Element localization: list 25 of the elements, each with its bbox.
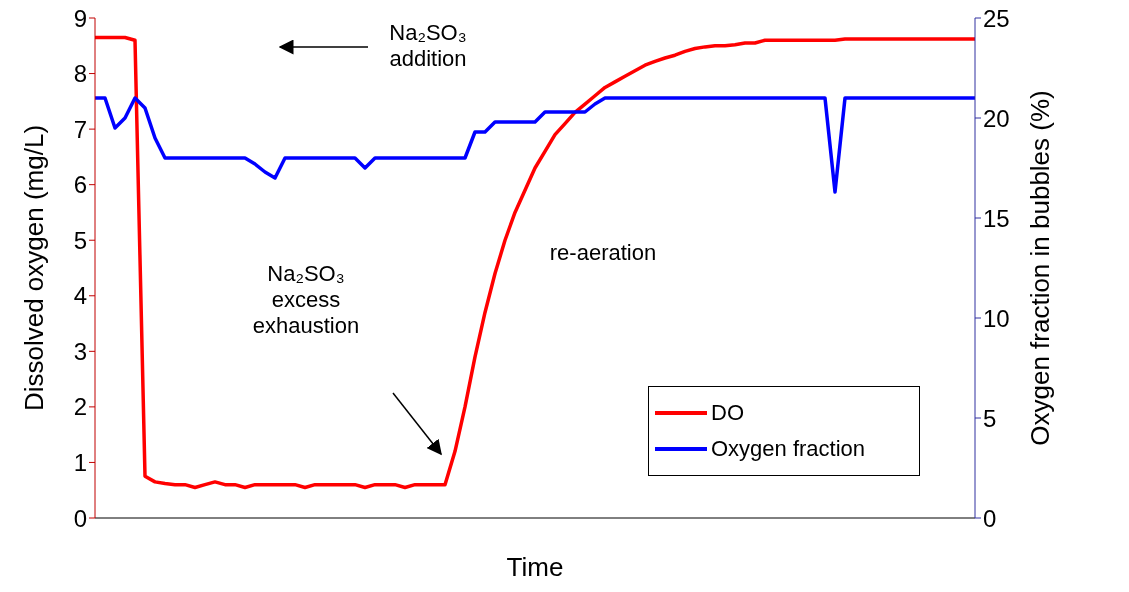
y-axis-title: Dissolved oxygen (mg/L) [19, 123, 49, 414]
legend-label: DO [711, 400, 744, 426]
x-axis-title: Time [506, 552, 564, 582]
y-tick-label: 2 [73, 393, 87, 421]
y2-tick-label: 10 [983, 304, 1010, 332]
y2-tick-label: 15 [983, 204, 1010, 232]
y2-tick-label: 5 [983, 404, 997, 432]
annotation: re-aeration [548, 240, 658, 266]
y-tick-label: 1 [73, 448, 87, 476]
legend-label: Oxygen fraction [711, 436, 866, 462]
y-tick-label: 8 [73, 60, 87, 88]
y-tick-label: 5 [73, 226, 87, 254]
y-tick-label: 6 [73, 171, 87, 199]
line-series [93, 96, 977, 194]
annotation: Na₂SO₃ addition [388, 20, 468, 72]
y2-tick-label: 25 [983, 4, 1010, 32]
y2-tick-label: 20 [983, 104, 1010, 132]
y-tick-label: 7 [73, 115, 87, 143]
y-tick-label: 3 [73, 337, 87, 365]
y-tick-label: 0 [73, 504, 87, 532]
y-tick-label: 9 [73, 4, 87, 32]
annotation: Na₂SO₃ excess exhaustion [251, 261, 361, 339]
y2-tick-label: 0 [983, 504, 997, 532]
y2-axis-title: Oxygen fraction in bubbles (%) [1025, 89, 1055, 448]
y-tick-label: 4 [73, 282, 87, 310]
